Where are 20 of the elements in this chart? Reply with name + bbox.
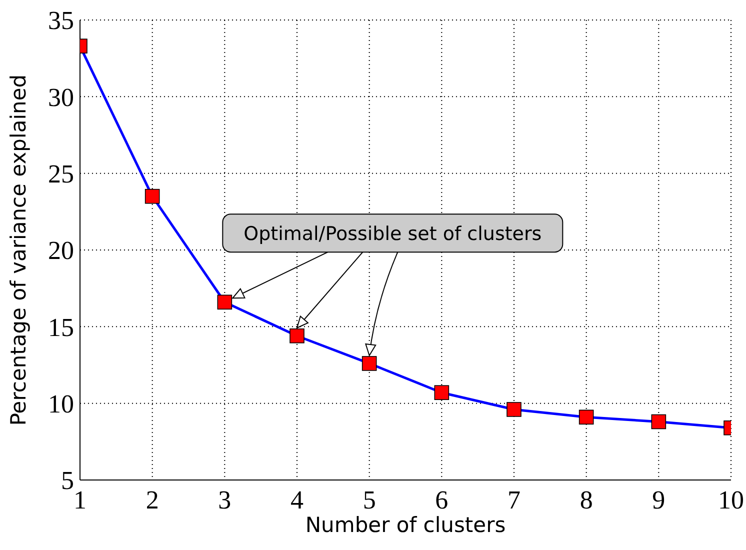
y-tick-label: 25 [48, 160, 74, 189]
x-axis-title: Number of clusters [305, 513, 506, 537]
y-tick-label: 10 [48, 390, 74, 419]
x-tick-label: 1 [74, 485, 86, 514]
x-tick-label: 4 [290, 485, 304, 514]
y-tick-label: 20 [48, 236, 74, 266]
annotation: Optimal/Possible set of clusters [244, 223, 542, 246]
x-tick-label: 3 [218, 485, 232, 514]
y-tick-label: 30 [48, 82, 74, 112]
x-tick-label: 5 [362, 485, 376, 514]
y-tick-label: 15 [48, 312, 74, 342]
x-tick-label: 8 [580, 485, 593, 514]
x-tick-label: 6 [435, 485, 448, 514]
y-axis-title: Percentage of variance explained [6, 74, 30, 426]
x-tick-label: 10 [718, 485, 744, 514]
y-tick-label: 35 [48, 6, 74, 36]
y-tick-label: 5 [61, 466, 74, 496]
x-tick-label: 9 [652, 485, 666, 514]
x-tick-label: 7 [508, 485, 520, 514]
x-tick-label: 2 [146, 485, 159, 514]
